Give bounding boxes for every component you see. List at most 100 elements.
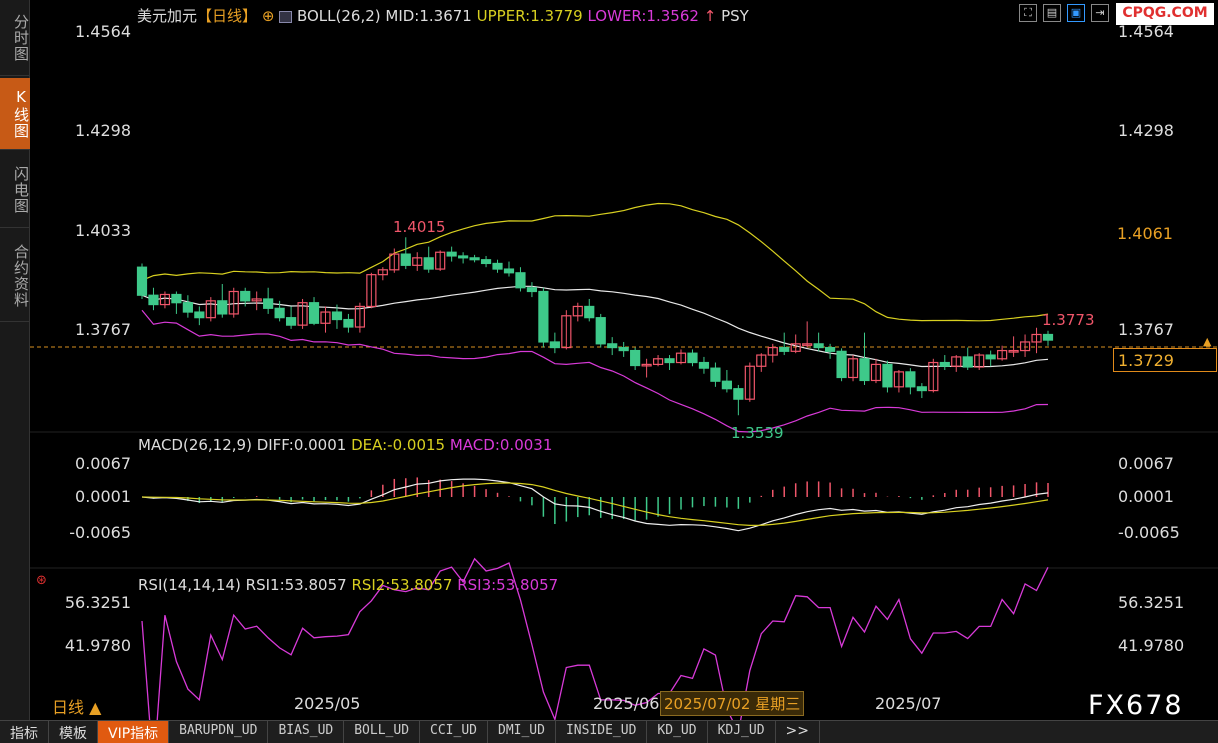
tab-time-chart[interactable]: 分时图	[0, 0, 30, 76]
candle-body	[710, 367, 721, 382]
candle-body	[790, 343, 801, 352]
candle-body	[698, 361, 710, 369]
tab-contract-info[interactable]: 合约资料	[0, 230, 30, 322]
high-price-box: 1.4061	[1113, 222, 1217, 246]
fit-screen-icon[interactable]: ⛶	[1019, 4, 1037, 22]
candle-body	[228, 290, 239, 315]
candle-body	[515, 272, 526, 289]
macd-value: MACD:0.0031	[449, 436, 553, 454]
high-annotation: 1.4015	[393, 218, 446, 236]
candle-body	[343, 318, 354, 328]
time-label: 2025/05	[294, 694, 361, 713]
right-price-tick: 1.4564	[1118, 22, 1174, 41]
candle-body	[675, 352, 687, 364]
candle-body	[1008, 349, 1019, 353]
boll-indicator-icon[interactable]	[279, 10, 293, 23]
boll-mid-line	[141, 285, 1049, 368]
crosshair-icon[interactable]: ⊕	[261, 7, 275, 25]
rsi-line	[141, 557, 1049, 720]
psy-label: PSY	[721, 7, 749, 25]
candle-body	[802, 343, 813, 346]
last-annotation: 1.3773	[1042, 311, 1095, 329]
rsi-title: RSI(14,14,14)	[138, 576, 241, 594]
chart-mode-icon[interactable]: ▣	[1067, 4, 1085, 22]
candle-body	[939, 361, 950, 367]
candle-body	[825, 346, 836, 352]
crosshair-date: 2025/07/02 星期三	[660, 691, 805, 716]
tab-dmi[interactable]: DMI_UD	[488, 721, 556, 743]
candle-body	[974, 354, 985, 368]
candle-body	[297, 302, 308, 326]
candle-body	[377, 269, 388, 276]
candle-body	[435, 251, 446, 270]
candle-body	[366, 274, 377, 308]
candle-body	[687, 352, 698, 364]
candle-body	[285, 317, 297, 326]
time-label: 2025/07	[875, 694, 942, 713]
candle-body	[217, 300, 228, 315]
left-price-tick: 1.4564	[75, 22, 131, 41]
candle-body	[928, 361, 939, 392]
candle-body	[458, 255, 469, 259]
tab-vip-indicators[interactable]: VIP指标	[98, 721, 170, 743]
left-price-tick: 1.4298	[75, 121, 131, 140]
exit-icon[interactable]: ⇥	[1091, 4, 1109, 22]
candle-body	[905, 371, 916, 388]
macd-diff-line	[141, 478, 1049, 532]
layout-icon[interactable]: ▤	[1043, 4, 1061, 22]
candle-body	[1042, 333, 1054, 341]
more-tabs-button[interactable]: >>	[776, 721, 820, 743]
candle-body	[985, 354, 996, 360]
candle-body	[549, 341, 560, 349]
tab-kline-chart[interactable]: K线图	[0, 78, 30, 150]
candle-body	[767, 346, 778, 356]
tab-indicators[interactable]: 指标	[0, 721, 49, 743]
candle-body	[136, 266, 148, 296]
tab-barupdn[interactable]: BARUPDN_UD	[169, 721, 269, 743]
candle-body	[836, 350, 847, 379]
candle-body	[1031, 333, 1042, 343]
candle-body	[893, 371, 905, 388]
candle-body	[274, 307, 285, 319]
candle-body	[641, 363, 652, 367]
candle-body	[756, 354, 767, 367]
macd-tick: -0.0065	[69, 523, 131, 542]
candle-body	[400, 253, 411, 266]
rsi-tick: 56.3251	[64, 593, 131, 612]
tab-inside[interactable]: INSIDE_UD	[556, 721, 648, 743]
tab-templates[interactable]: 模板	[49, 721, 98, 743]
tab-kd[interactable]: KD_UD	[647, 721, 708, 743]
tab-kdj[interactable]: KDJ_UD	[708, 721, 776, 743]
tab-bias[interactable]: BIAS_UD	[268, 721, 345, 743]
period-button[interactable]: 日线 ▲	[52, 698, 102, 717]
macd-tick: 0.0001	[1118, 487, 1174, 506]
target-icon[interactable]: ⊛	[36, 573, 47, 588]
tab-cci[interactable]: CCI_UD	[420, 721, 488, 743]
candle-body	[240, 290, 251, 302]
tab-boll[interactable]: BOLL_UD	[344, 721, 421, 743]
candle-body	[263, 298, 274, 309]
period-label[interactable]: 【日线】	[197, 7, 258, 25]
candle-body	[492, 262, 503, 270]
chart-canvas[interactable]	[30, 0, 1218, 720]
candle-body	[354, 305, 365, 328]
candle-body	[171, 293, 182, 304]
macd-dea-line	[141, 482, 1049, 527]
macd-tick: 0.0067	[75, 454, 131, 473]
candle-body	[870, 363, 882, 382]
left-price-tick: 1.4033	[75, 221, 131, 240]
candle-body	[446, 251, 457, 257]
candle-body	[721, 380, 732, 390]
tab-flash-chart[interactable]: 闪电图	[0, 152, 30, 228]
candle-body	[526, 287, 538, 293]
candle-body	[469, 257, 480, 261]
candle-body	[194, 311, 205, 319]
time-label: 2025/06	[593, 694, 660, 713]
candle-body	[182, 302, 193, 313]
indicator-tab-bar: 指标 模板 VIP指标 BARUPDN_UD BIAS_UD BOLL_UD C…	[0, 720, 1218, 743]
candle-body	[652, 358, 664, 365]
candle-body	[595, 317, 606, 345]
boll-lower: LOWER:1.3562	[587, 7, 699, 25]
candle-body	[779, 346, 790, 352]
symbol-name: 美元加元	[137, 7, 198, 25]
